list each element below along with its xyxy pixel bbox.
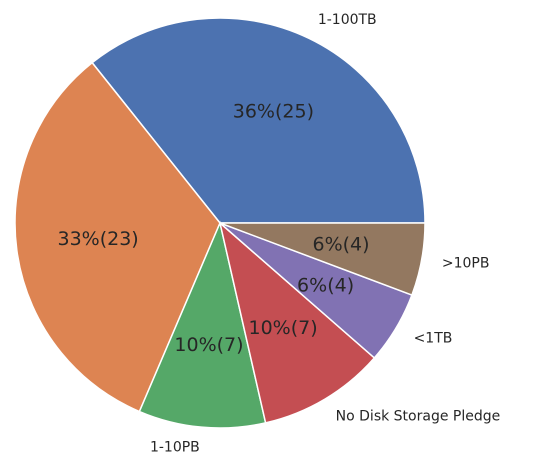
pie-slice (218, 220, 376, 424)
slice-category-label: 1-100TB (318, 12, 377, 28)
slice-category-label: >10PB (442, 255, 490, 271)
slice-category-label: <1TB (414, 331, 453, 347)
pie-slice (219, 222, 426, 296)
slice-value-label: 10%(7) (249, 317, 318, 339)
slice-category-label: 1-10PB (150, 440, 200, 456)
slice-value-label: 36%(25) (233, 101, 314, 123)
pie-slice (138, 220, 267, 429)
slice-value-label: 6%(4) (312, 233, 369, 255)
slice-category-label: No Disk Storage Pledge (336, 409, 501, 425)
slice-value-label: 33%(23) (57, 228, 138, 250)
slice-value-label: 6%(4) (297, 275, 354, 297)
pie-slice (14, 61, 221, 413)
slice-value-label: 10%(7) (174, 334, 243, 356)
pie-slice (91, 17, 426, 224)
